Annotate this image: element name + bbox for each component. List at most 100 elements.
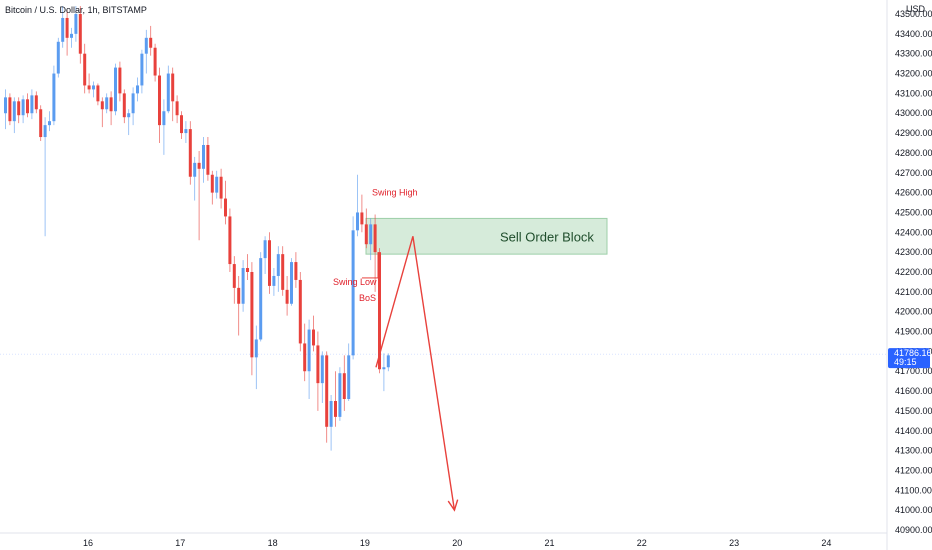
candle bbox=[246, 254, 249, 280]
price-tick-label: 41400.00 bbox=[895, 426, 932, 436]
candle-body bbox=[180, 115, 183, 134]
price-tick-label: 41000.00 bbox=[895, 505, 932, 515]
candle bbox=[206, 137, 210, 181]
candle bbox=[162, 99, 166, 155]
candle bbox=[188, 121, 192, 185]
candle-body bbox=[153, 47, 157, 76]
price-tick-label: 43200.00 bbox=[895, 69, 932, 79]
candle-body bbox=[171, 73, 175, 102]
price-tick-label: 42200.00 bbox=[895, 267, 932, 277]
candle-body bbox=[56, 41, 60, 74]
candle-body bbox=[184, 129, 188, 134]
candle bbox=[316, 331, 320, 411]
candle-body bbox=[122, 93, 126, 118]
candle-body bbox=[215, 176, 219, 193]
candle bbox=[312, 315, 315, 352]
price-tick-label: 43100.00 bbox=[895, 88, 932, 98]
candle bbox=[325, 351, 329, 443]
candle bbox=[356, 174, 359, 237]
candle-body bbox=[386, 355, 390, 368]
time-tick-label: 17 bbox=[175, 538, 185, 548]
candle bbox=[122, 89, 126, 124]
time-tick-label: 16 bbox=[83, 538, 93, 548]
candle bbox=[259, 252, 263, 342]
candle bbox=[158, 67, 161, 143]
last-price-value: 41786.16 bbox=[894, 348, 932, 358]
candle bbox=[219, 168, 223, 209]
candle bbox=[43, 117, 47, 237]
price-tick-label: 41600.00 bbox=[895, 386, 932, 396]
candle-body bbox=[140, 53, 144, 86]
candle-body bbox=[202, 144, 205, 169]
candle bbox=[272, 268, 276, 296]
candle-body bbox=[87, 85, 91, 90]
candle bbox=[100, 97, 104, 128]
candle bbox=[285, 275, 289, 316]
price-tick-label: 43400.00 bbox=[895, 29, 932, 39]
candle-body bbox=[96, 85, 100, 102]
candle bbox=[149, 25, 153, 56]
candle-body bbox=[162, 111, 166, 126]
candle bbox=[303, 323, 307, 382]
sell-order-block-label: Sell Order Block bbox=[500, 229, 594, 244]
candle-body bbox=[34, 95, 38, 110]
candle-body bbox=[175, 101, 179, 116]
candle bbox=[109, 91, 113, 126]
candle-body bbox=[131, 93, 135, 114]
candle-body bbox=[109, 97, 113, 112]
candle-body bbox=[149, 37, 153, 48]
candle-body bbox=[118, 67, 122, 94]
price-tick-label: 42400.00 bbox=[895, 227, 932, 237]
price-tick-label: 42900.00 bbox=[895, 128, 932, 138]
time-tick-label: 18 bbox=[268, 538, 278, 548]
candle bbox=[127, 109, 131, 136]
candle bbox=[56, 37, 60, 78]
candle bbox=[140, 49, 144, 94]
candle-body bbox=[290, 262, 293, 304]
chart-title: Bitcoin / U.S. Dollar, 1h, BITSTAMP bbox=[5, 5, 147, 15]
candle-body bbox=[144, 37, 148, 54]
candle bbox=[83, 43, 87, 94]
candle-body bbox=[206, 144, 210, 175]
price-tick-label: 41300.00 bbox=[895, 446, 932, 456]
candle bbox=[228, 208, 232, 272]
candle bbox=[30, 89, 34, 120]
candle bbox=[334, 371, 337, 427]
candle-body bbox=[250, 272, 254, 358]
price-tick-label: 41500.00 bbox=[895, 406, 932, 416]
candle bbox=[92, 81, 95, 98]
candle-body bbox=[237, 287, 241, 304]
projection-path[interactable] bbox=[375, 236, 456, 511]
candle bbox=[241, 260, 245, 312]
candle-body bbox=[351, 230, 355, 356]
candle-body bbox=[39, 109, 43, 138]
price-tick-label: 41700.00 bbox=[895, 366, 932, 376]
candle-body bbox=[364, 224, 368, 245]
candle-body bbox=[369, 224, 373, 245]
candle bbox=[254, 325, 258, 390]
candle-body bbox=[303, 343, 307, 372]
bos-label: BoS bbox=[359, 293, 376, 303]
candle bbox=[329, 395, 333, 451]
candle-body bbox=[268, 240, 271, 286]
candle-body bbox=[294, 262, 298, 280]
time-axis[interactable]: 16 17 18 19 20 21 22 23 24 bbox=[83, 538, 831, 548]
candle bbox=[96, 83, 100, 106]
candles-layer bbox=[4, 6, 390, 451]
candle-body bbox=[329, 401, 333, 427]
candle-body bbox=[210, 174, 214, 193]
candle-body bbox=[325, 355, 329, 427]
candle bbox=[171, 67, 175, 122]
candle-body bbox=[65, 17, 69, 38]
currency-label: USD bbox=[906, 4, 926, 14]
candle bbox=[26, 93, 29, 118]
candle-body bbox=[83, 53, 87, 86]
candle-body bbox=[342, 373, 346, 400]
candle bbox=[232, 256, 236, 304]
candle-body bbox=[316, 345, 320, 384]
candle-body bbox=[188, 129, 192, 177]
candle-body bbox=[105, 97, 109, 110]
candle bbox=[136, 77, 139, 102]
candle bbox=[276, 246, 280, 292]
